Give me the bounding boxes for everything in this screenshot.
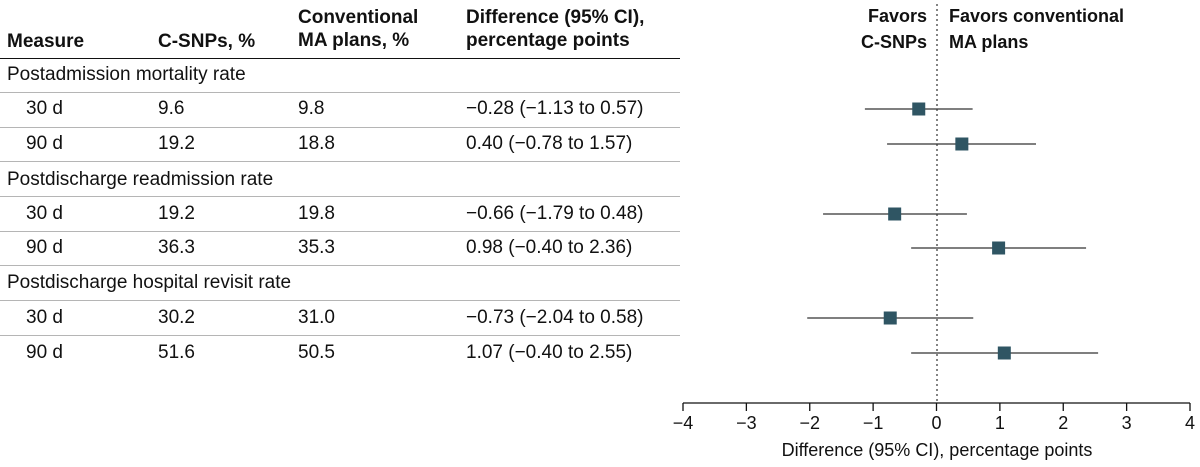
group-label-readmission: Postdischarge readmission rate [7,169,274,190]
estimate-marker [997,346,1011,360]
header-difference: Difference (95% CI), percentage points [466,6,644,52]
ticks-layer: −4 −3 −2 −1 0 1 2 3 4 [673,403,1195,433]
conv-value: 31.0 [298,307,335,328]
header-difference-line-2: percentage points [466,30,630,51]
csnp-value: 19.2 [158,203,195,224]
row-label: 30 d [26,307,63,328]
group-label-revisit: Postdischarge hospital revisit rate [7,272,292,293]
header-rule [0,58,680,59]
header-csnp: C-SNPs, % [158,31,256,52]
x-tick-label: 4 [1185,413,1195,433]
csnp-value: 19.2 [158,133,195,154]
row-rule [0,335,680,336]
header-measure: Measure [7,31,85,52]
favors-left-line-2: C-SNPs [861,32,927,52]
favors-left-line-1: Favors [868,6,927,26]
estimate-marker [888,207,902,221]
row-rule [0,161,680,162]
csnp-value: 36.3 [158,237,195,258]
diff-value: 0.98 (−0.40 to 2.36) [466,237,633,258]
row-label: 90 d [26,237,63,258]
row-rule [0,231,680,232]
csnp-value: 51.6 [158,342,195,363]
group-label-mortality: Postadmission mortality rate [7,64,246,85]
favors-right-line-1: Favors conventional [949,6,1124,26]
estimate-marker [955,137,969,151]
x-tick-label: −3 [736,413,757,433]
conv-value: 50.5 [298,342,335,363]
header-conventional-line-2: MA plans, % [298,30,410,51]
csnp-value: 30.2 [158,307,195,328]
conv-value: 35.3 [298,237,335,258]
row-rule [0,92,680,93]
row-label: 90 d [26,133,63,154]
diff-value: 0.40 (−0.78 to 1.57) [466,133,633,154]
estimate-marker [992,241,1006,255]
row-label: 30 d [26,98,63,119]
row-label: 90 d [26,342,63,363]
points-layer [807,102,1099,360]
header-difference-line-1: Difference (95% CI), [466,7,645,28]
x-tick-label: 0 [931,413,941,433]
header-conventional: Conventional MA plans, % [298,6,418,52]
x-tick-label: −4 [673,413,694,433]
estimate-marker [883,311,897,325]
x-tick-label: −2 [799,413,820,433]
header-conventional-line-1: Conventional [298,7,419,28]
diff-value: −0.28 (−1.13 to 0.57) [466,98,644,119]
diff-value: 1.07 (−0.40 to 2.55) [466,342,633,363]
estimate-marker [912,102,926,116]
conv-value: 19.8 [298,203,335,224]
row-rule [0,300,680,301]
row-rule [0,127,680,128]
row-rule [0,196,680,197]
csnp-value: 9.6 [158,98,185,119]
diff-value: −0.73 (−2.04 to 0.58) [466,307,644,328]
diff-value: −0.66 (−1.79 to 0.48) [466,203,644,224]
x-axis-label: Difference (95% CI), percentage points [782,440,1093,460]
row-label: 30 d [26,203,63,224]
x-tick-label: 1 [995,413,1005,433]
x-tick-label: −1 [863,413,884,433]
x-tick-label: 3 [1122,413,1132,433]
favors-right-line-2: MA plans [949,32,1028,52]
row-rule [0,265,680,266]
conv-value: 18.8 [298,133,335,154]
x-tick-label: 2 [1058,413,1068,433]
conv-value: 9.8 [298,98,325,119]
